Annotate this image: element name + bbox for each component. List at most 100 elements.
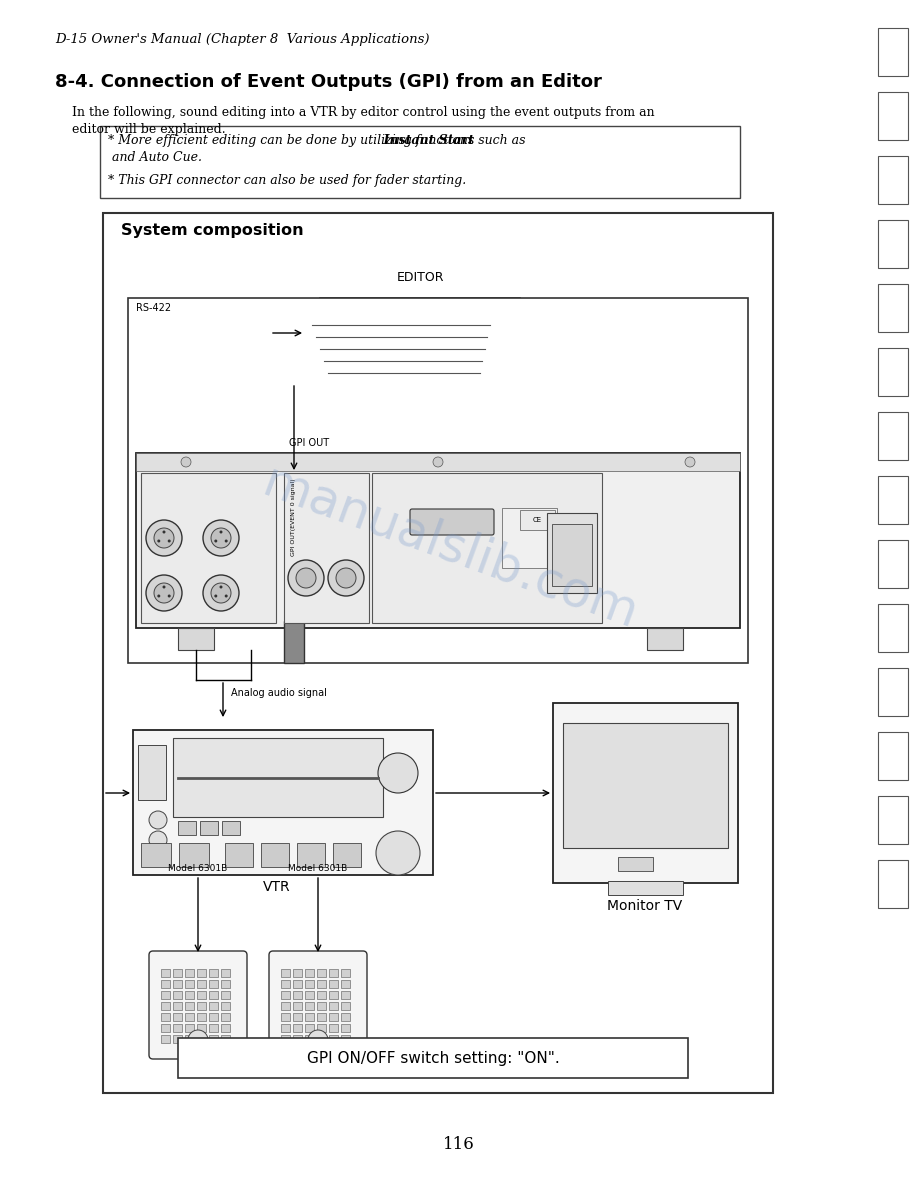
Text: editor will be explained.: editor will be explained. (72, 124, 226, 135)
Text: CE: CE (532, 517, 542, 523)
Bar (128, 298, 748, 663)
Bar (878, 796, 908, 843)
Bar (161, 1001, 170, 1010)
Bar (341, 980, 350, 988)
Bar (878, 91, 908, 140)
Bar (209, 1001, 218, 1010)
Circle shape (157, 539, 161, 543)
Bar (547, 513, 597, 593)
Text: EDITOR: EDITOR (397, 271, 443, 284)
Text: D-15 Owner's Manual (Chapter 8  Various Applications): D-15 Owner's Manual (Chapter 8 Various A… (55, 33, 430, 46)
Circle shape (214, 594, 218, 598)
Bar (293, 1001, 302, 1010)
Bar (305, 991, 314, 999)
FancyBboxPatch shape (410, 508, 494, 535)
Bar (261, 843, 289, 867)
Bar (221, 1001, 230, 1010)
Bar (329, 991, 338, 999)
Bar (133, 729, 433, 876)
Bar (209, 980, 218, 988)
Circle shape (296, 568, 316, 588)
Bar (341, 1013, 350, 1020)
Bar (300, 369, 540, 388)
Bar (281, 1035, 290, 1043)
Circle shape (376, 830, 420, 876)
Circle shape (288, 560, 324, 596)
Bar (297, 843, 325, 867)
Circle shape (149, 830, 167, 849)
Bar (179, 843, 209, 867)
Text: Analog audio signal: Analog audio signal (231, 688, 327, 699)
Bar (317, 1024, 326, 1032)
Text: 8-4. Connection of Event Outputs (GPI) from an Editor: 8-4. Connection of Event Outputs (GPI) f… (55, 72, 602, 91)
Bar (225, 843, 253, 867)
Bar (502, 508, 557, 568)
Bar (185, 991, 194, 999)
Bar (305, 980, 314, 988)
Bar (293, 1035, 302, 1043)
Bar (475, 305, 503, 323)
Text: * This GPI connector can also be used for fader starting.: * This GPI connector can also be used fo… (108, 173, 466, 187)
Bar (200, 821, 218, 835)
Bar (161, 1024, 170, 1032)
Bar (878, 476, 908, 524)
Bar (317, 980, 326, 988)
Circle shape (225, 594, 228, 598)
Bar (161, 969, 170, 977)
Bar (329, 969, 338, 977)
Circle shape (203, 575, 239, 611)
Bar (284, 621, 304, 663)
Text: manualslib.com: manualslib.com (256, 457, 644, 638)
Bar (552, 524, 592, 586)
Circle shape (162, 586, 165, 588)
Circle shape (154, 527, 174, 548)
FancyBboxPatch shape (149, 952, 247, 1059)
Bar (329, 1013, 338, 1020)
Bar (341, 1024, 350, 1032)
Bar (317, 991, 326, 999)
Circle shape (685, 457, 695, 467)
Bar (222, 821, 240, 835)
Bar (281, 1013, 290, 1020)
Polygon shape (300, 298, 540, 388)
Bar (197, 969, 206, 977)
Bar (197, 1035, 206, 1043)
Bar (185, 1013, 194, 1020)
Bar (209, 991, 218, 999)
Circle shape (154, 583, 174, 604)
Bar (197, 980, 206, 988)
Text: System composition: System composition (121, 223, 304, 238)
Bar (305, 1001, 314, 1010)
Bar (317, 1001, 326, 1010)
Circle shape (433, 457, 443, 467)
Text: GPI OUT(EVENT 0 signal): GPI OUT(EVENT 0 signal) (292, 478, 297, 556)
Bar (197, 991, 206, 999)
Bar (281, 980, 290, 988)
Circle shape (149, 811, 167, 829)
Circle shape (219, 586, 222, 588)
FancyBboxPatch shape (269, 952, 367, 1059)
Circle shape (225, 539, 228, 543)
Text: GPI ON/OFF switch setting: "ON".: GPI ON/OFF switch setting: "ON". (307, 1050, 559, 1066)
Bar (329, 980, 338, 988)
Bar (878, 541, 908, 588)
Circle shape (378, 753, 418, 794)
Circle shape (211, 583, 231, 604)
Bar (178, 1038, 688, 1078)
Text: * More efficient editing can be done by utilizing functions such as: * More efficient editing can be done by … (108, 134, 530, 147)
Circle shape (157, 594, 161, 598)
Bar (178, 628, 214, 650)
Bar (878, 412, 908, 460)
Bar (341, 991, 350, 999)
Bar (293, 1024, 302, 1032)
Bar (221, 969, 230, 977)
Bar (333, 843, 361, 867)
Circle shape (162, 531, 165, 533)
Circle shape (308, 1030, 328, 1050)
Circle shape (211, 527, 231, 548)
Circle shape (336, 568, 356, 588)
Bar (878, 604, 908, 652)
Text: 116: 116 (443, 1136, 475, 1154)
Bar (173, 1024, 182, 1032)
Bar (563, 723, 728, 848)
